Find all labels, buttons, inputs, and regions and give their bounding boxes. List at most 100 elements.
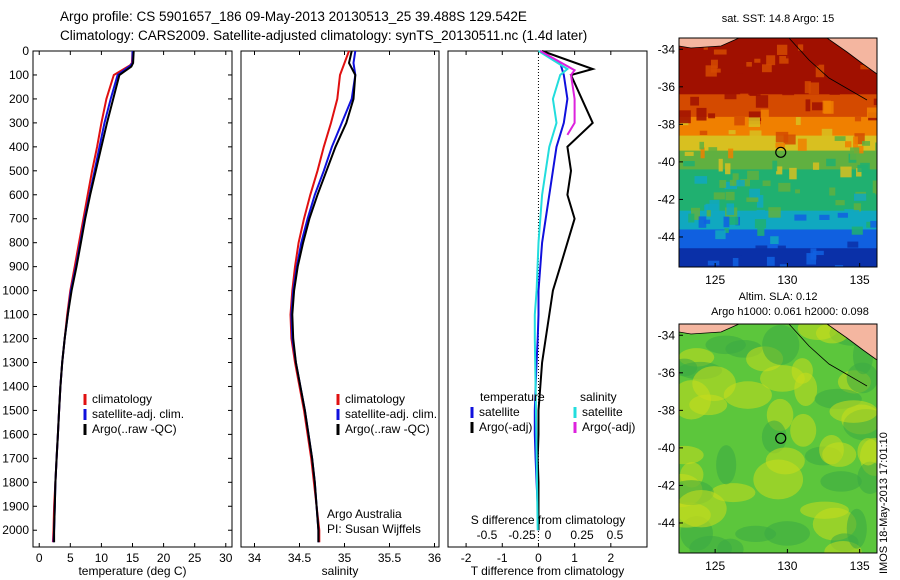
sst-texture-cell: [847, 241, 859, 248]
sla-map-lat-tick-label: -38: [658, 403, 676, 417]
difference-x2label: S difference from climatology: [471, 513, 626, 527]
difference-series-argo-adj-: [539, 50, 577, 136]
sst-texture-cell: [715, 230, 726, 240]
sst-texture-cell: [785, 50, 792, 59]
sst-texture-cell: [729, 179, 735, 186]
sst-texture-cell: [777, 245, 786, 259]
sla-map-lat-tick-label: -44: [658, 516, 676, 530]
difference-x2tick-label: 0.25: [570, 528, 594, 542]
imos-timestamp: IMOS 18-May-2013 17:01:10: [878, 432, 890, 574]
sst-texture-cell: [754, 219, 767, 229]
sst-map-lat-tick-label: -36: [658, 80, 676, 94]
sst-texture-cell: [808, 39, 815, 47]
sla-texture-blob: [716, 445, 737, 485]
sst-texture-cell: [834, 265, 844, 267]
temperature-legend-label: Argo(..raw -QC): [92, 422, 177, 436]
sst-texture-cell: [837, 212, 848, 218]
temperature-legend-label: satellite-adj. clim.: [92, 407, 184, 421]
depth-tick-label: 1300: [2, 355, 29, 369]
sst-texture-cell: [829, 187, 836, 196]
sst-map-lat-tick-label: -34: [658, 42, 676, 56]
sst-texture-cell: [812, 162, 820, 170]
temperature-xtick-label: 10: [95, 551, 109, 565]
sla-map-isobath: [788, 324, 868, 387]
sst-texture-cell: [840, 166, 852, 178]
sla-map-lon-tick-label: 135: [850, 559, 870, 573]
temperature-xtick-label: 15: [126, 551, 140, 565]
sla-map-lat-tick-label: -34: [658, 328, 676, 342]
sst-texture-cell: [707, 260, 720, 266]
sla-texture-blob: [857, 437, 877, 466]
sst-texture-cell: [822, 100, 831, 114]
sst-texture-cell: [804, 81, 811, 94]
sst-texture-cell: [779, 55, 789, 64]
sst-texture-cell: [853, 136, 858, 149]
sst-texture-cell: [719, 180, 727, 188]
sla-texture-blob: [764, 521, 811, 546]
sst-texture-cell: [772, 160, 778, 172]
difference-xtick-label: 2: [607, 551, 614, 565]
sst-texture-cell: [776, 166, 783, 175]
sst-texture-cell: [728, 216, 739, 225]
sst-texture-cell: [850, 147, 860, 160]
sst-texture-cell: [799, 65, 809, 71]
depth-tick-label: 900: [9, 260, 29, 274]
sst-map-lat-tick-label: -44: [658, 230, 676, 244]
sst-texture-cell: [870, 250, 877, 261]
sst-texture-cell: [705, 203, 719, 211]
sst-texture-cell: [819, 258, 827, 266]
sla-texture-blob: [791, 358, 813, 384]
difference-xtick-label: -2: [461, 551, 472, 565]
depth-tick-label: 600: [9, 188, 29, 202]
sst-texture-cell: [766, 256, 775, 266]
temperature-xlabel: temperature (deg C): [78, 564, 186, 578]
sst-texture-cell: [782, 89, 795, 96]
sla-map-frame: [678, 323, 878, 554]
sst-texture-cell: [725, 163, 731, 175]
sst-texture-cell: [789, 167, 797, 180]
sst-map-lon-tick-label: 130: [777, 273, 797, 287]
sst-texture-cell: [747, 170, 759, 180]
depth-tick-label: 1600: [2, 427, 29, 441]
sst-texture-cell: [740, 93, 750, 100]
difference-x2tick-label: 0: [545, 528, 552, 542]
sla-texture-blob: [723, 381, 772, 409]
annotation-line2: PI: Susan Wijffels: [327, 522, 421, 536]
sla-texture-blob: [711, 483, 756, 503]
sst-texture-cell: [713, 49, 727, 55]
depth-tick-label: 400: [9, 140, 29, 154]
sst-texture-cell: [748, 111, 762, 122]
sst-texture-cell: [740, 178, 751, 187]
sst-texture-cell: [815, 64, 825, 78]
sst-map-lat-tick-label: -40: [658, 155, 676, 169]
sst-texture-cell: [778, 182, 791, 192]
sst-texture-cell: [710, 68, 721, 73]
sst-texture-cell: [835, 200, 845, 206]
salinity-xtick-label: 35.5: [378, 551, 402, 565]
difference-xtick-label: 0: [535, 551, 542, 565]
sst-texture-cell: [866, 221, 872, 228]
depth-tick-label: 1500: [2, 403, 29, 417]
difference-legend-label: satellite: [582, 405, 623, 419]
sla-map-lat-tick-label: -36: [658, 366, 676, 380]
difference-legend-label: Argo(-adj): [582, 420, 635, 434]
temperature-xtick-label: 0: [36, 551, 43, 565]
temperature-plot-frame: [32, 50, 233, 548]
sst-texture-cell: [873, 98, 877, 106]
sla-map-lon-tick-label: 125: [705, 559, 725, 573]
depth-tick-label: 500: [9, 164, 29, 178]
sst-texture-cell: [732, 257, 739, 267]
temperature-xtick-label: 30: [219, 551, 233, 565]
sst-texture-cell: [797, 44, 804, 51]
depth-tick-label: 100: [9, 68, 29, 82]
depth-tick-label: 2000: [2, 523, 29, 537]
sst-texture-cell: [735, 38, 746, 45]
sst-texture-cell: [775, 143, 786, 148]
sst-texture-cell: [681, 67, 691, 79]
difference-series-argo-adj-: [536, 50, 597, 531]
sla-map-argo-position-marker: [775, 432, 787, 444]
figure-title-line1: Argo profile: CS 5901657_186 09-May-2013…: [60, 9, 527, 24]
sst-map-lat-tick-label: -38: [658, 117, 676, 131]
sst-texture-cell: [834, 136, 846, 141]
sst-texture-cell: [854, 133, 865, 145]
